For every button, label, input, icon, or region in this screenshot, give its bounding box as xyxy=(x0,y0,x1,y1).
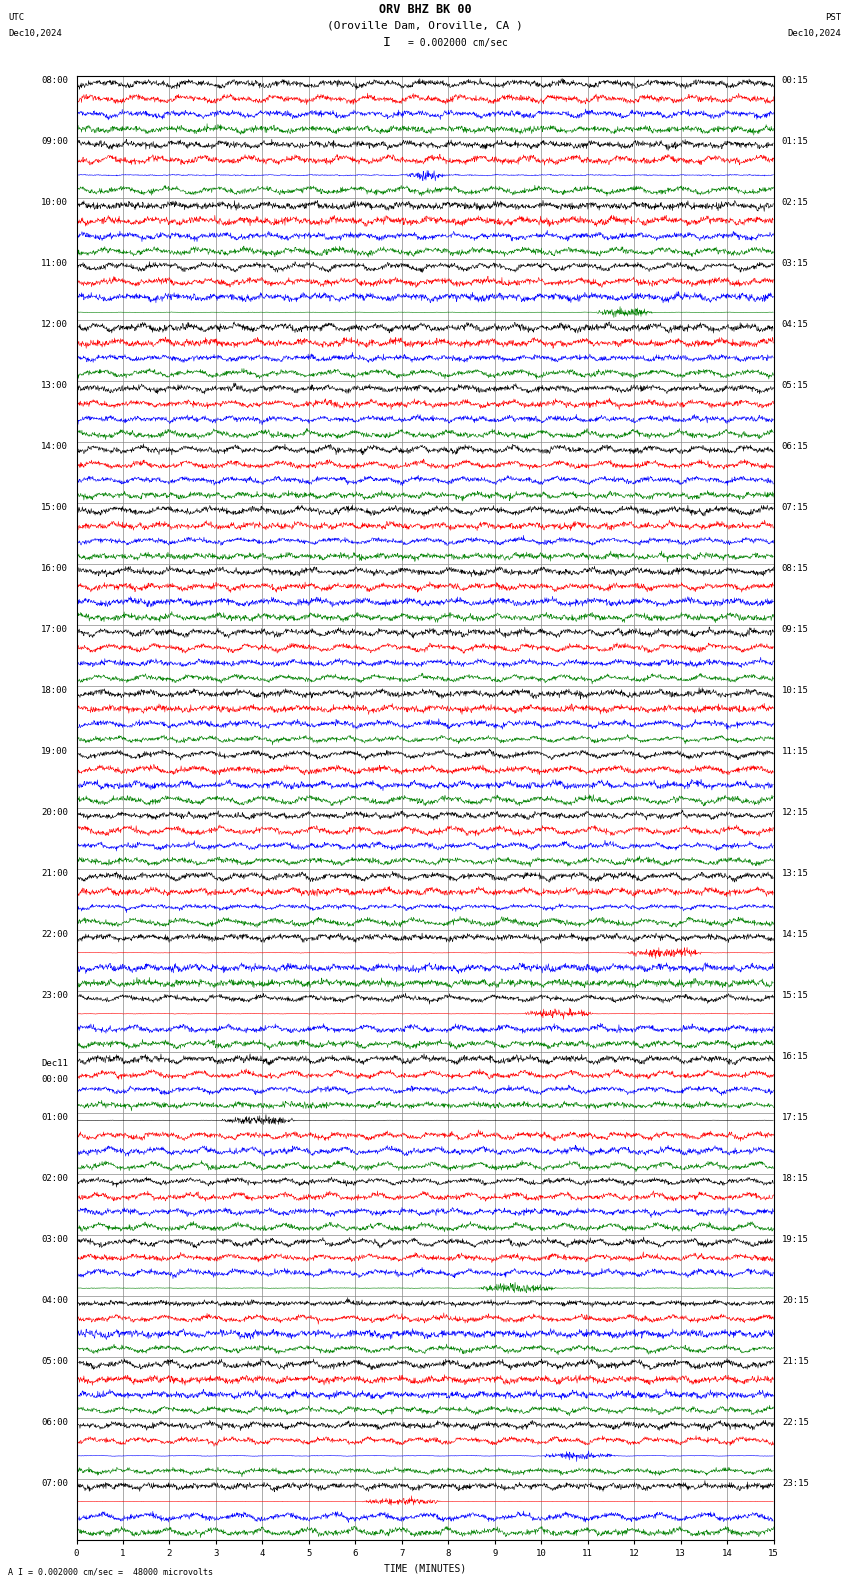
Text: 19:15: 19:15 xyxy=(782,1236,808,1243)
Text: 15:15: 15:15 xyxy=(782,992,808,1000)
Text: 21:15: 21:15 xyxy=(782,1356,808,1365)
Text: (Oroville Dam, Oroville, CA ): (Oroville Dam, Oroville, CA ) xyxy=(327,21,523,30)
Text: 09:15: 09:15 xyxy=(782,626,808,634)
Text: A I = 0.002000 cm/sec =  48000 microvolts: A I = 0.002000 cm/sec = 48000 microvolts xyxy=(8,1567,213,1576)
Text: 18:15: 18:15 xyxy=(782,1174,808,1183)
Text: 01:15: 01:15 xyxy=(782,138,808,146)
Text: 20:15: 20:15 xyxy=(782,1296,808,1305)
Text: 07:00: 07:00 xyxy=(42,1479,68,1487)
Text: 05:00: 05:00 xyxy=(42,1356,68,1365)
Text: 13:15: 13:15 xyxy=(782,870,808,878)
Text: 19:00: 19:00 xyxy=(42,748,68,756)
Text: 10:00: 10:00 xyxy=(42,198,68,208)
Text: 07:15: 07:15 xyxy=(782,504,808,512)
Text: 12:15: 12:15 xyxy=(782,808,808,817)
Text: ORV BHZ BK 00: ORV BHZ BK 00 xyxy=(379,3,471,16)
Text: 06:00: 06:00 xyxy=(42,1418,68,1427)
Text: 15:00: 15:00 xyxy=(42,504,68,512)
Text: = 0.002000 cm/sec: = 0.002000 cm/sec xyxy=(408,38,507,48)
Text: 00:15: 00:15 xyxy=(782,76,808,86)
Text: 08:15: 08:15 xyxy=(782,564,808,573)
Text: 16:00: 16:00 xyxy=(42,564,68,573)
Text: 10:15: 10:15 xyxy=(782,686,808,695)
Text: 05:15: 05:15 xyxy=(782,382,808,390)
Text: 14:00: 14:00 xyxy=(42,442,68,451)
Text: 02:15: 02:15 xyxy=(782,198,808,208)
Text: 03:15: 03:15 xyxy=(782,258,808,268)
Text: 08:00: 08:00 xyxy=(42,76,68,86)
Text: 20:00: 20:00 xyxy=(42,808,68,817)
Text: 22:00: 22:00 xyxy=(42,930,68,939)
Text: 17:00: 17:00 xyxy=(42,626,68,634)
Text: 23:00: 23:00 xyxy=(42,992,68,1000)
Text: 23:15: 23:15 xyxy=(782,1479,808,1487)
Text: 09:00: 09:00 xyxy=(42,138,68,146)
Text: 06:15: 06:15 xyxy=(782,442,808,451)
Text: 03:00: 03:00 xyxy=(42,1236,68,1243)
Text: 16:15: 16:15 xyxy=(782,1052,808,1061)
X-axis label: TIME (MINUTES): TIME (MINUTES) xyxy=(384,1563,466,1573)
Text: 18:00: 18:00 xyxy=(42,686,68,695)
Text: 21:00: 21:00 xyxy=(42,870,68,878)
Text: 02:00: 02:00 xyxy=(42,1174,68,1183)
Text: Dec11: Dec11 xyxy=(42,1060,68,1068)
Text: 14:15: 14:15 xyxy=(782,930,808,939)
Text: 01:00: 01:00 xyxy=(42,1112,68,1121)
Text: 04:00: 04:00 xyxy=(42,1296,68,1305)
Text: PST: PST xyxy=(825,13,842,22)
Text: 12:00: 12:00 xyxy=(42,320,68,329)
Text: Dec10,2024: Dec10,2024 xyxy=(8,29,62,38)
Text: 22:15: 22:15 xyxy=(782,1418,808,1427)
Text: UTC: UTC xyxy=(8,13,25,22)
Text: 13:00: 13:00 xyxy=(42,382,68,390)
Text: 00:00: 00:00 xyxy=(42,1074,68,1083)
Text: 11:00: 11:00 xyxy=(42,258,68,268)
Text: 11:15: 11:15 xyxy=(782,748,808,756)
Text: I: I xyxy=(382,36,391,49)
Text: Dec10,2024: Dec10,2024 xyxy=(788,29,842,38)
Text: 04:15: 04:15 xyxy=(782,320,808,329)
Text: 17:15: 17:15 xyxy=(782,1112,808,1121)
